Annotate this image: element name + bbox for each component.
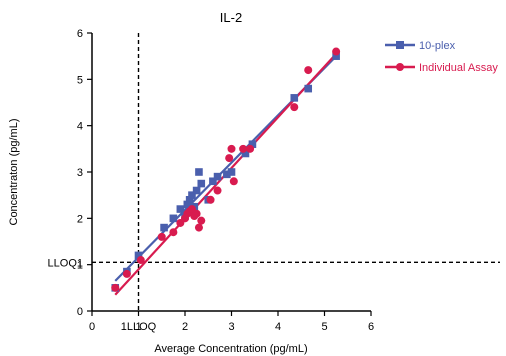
y-tick-label: 4 [77, 121, 83, 133]
data-point-circle [290, 103, 299, 112]
data-point-square [185, 196, 194, 204]
data-point-square [160, 223, 168, 232]
y-tick-label: 1 [77, 260, 83, 272]
data-point-square [304, 84, 313, 93]
data-point-square [213, 172, 222, 181]
data-point-circle [192, 209, 201, 218]
x-tick-label: 4 [275, 321, 281, 333]
lloq-vertical-label: 1LLOQ [121, 321, 157, 333]
data-point-circle [122, 269, 131, 278]
y-tick-label: 0 [77, 306, 83, 318]
plot-area: 0 1 2 3 4 5 6 0 1 2 3 4 5 6 1LLOQ LLOQ1 [48, 28, 500, 333]
data-point-square [195, 168, 203, 176]
data-point-square [183, 200, 192, 209]
data-points [111, 47, 341, 292]
y-tick-label: 3 [77, 167, 83, 179]
data-point-square [192, 186, 201, 195]
x-tick-label: 3 [228, 321, 234, 333]
lloq-horizontal-label: LLOQ1 [48, 257, 83, 269]
data-point-circle [304, 66, 313, 75]
data-point-circle [239, 144, 248, 153]
data-point-circle [227, 144, 236, 153]
data-point-circle [194, 223, 203, 232]
y-tick-label: 2 [77, 213, 83, 225]
legend-swatch-square [396, 41, 404, 49]
legend: 10-plex Individual Assay [385, 40, 498, 74]
data-point-circle [225, 154, 234, 163]
x-tick-label: 2 [182, 321, 188, 333]
y-tick-label: 6 [77, 28, 83, 40]
legend-label: 10-plex [419, 40, 456, 52]
data-point-circle [157, 232, 166, 241]
data-point-square [332, 52, 340, 60]
x-axis-label: Average Concentration (pg/mL) [154, 343, 307, 355]
data-point-square [290, 94, 299, 102]
y-ticks: 0 1 2 3 4 5 6 [77, 28, 92, 318]
legend-label: Individual Assay [419, 62, 498, 74]
data-point-square [209, 177, 217, 186]
data-point-circle [213, 186, 222, 195]
data-point-square [223, 170, 231, 179]
data-point-square [188, 191, 196, 199]
data-point-circle [136, 256, 145, 265]
data-point-circle [206, 195, 215, 204]
data-point-square [248, 140, 257, 148]
y-tick-label: 5 [77, 74, 83, 86]
data-point-square [227, 168, 236, 176]
data-point-square [169, 214, 178, 223]
data-point-square [241, 149, 250, 158]
data-point-circle [246, 144, 255, 153]
reference-lines: 1LLOQ LLOQ1 [48, 33, 500, 333]
x-ticks: 0 1 2 3 4 5 6 [89, 311, 374, 333]
chart-title: IL-2 [220, 10, 242, 25]
data-point-square [197, 179, 206, 188]
data-point-circle [229, 177, 238, 186]
data-point-circle [197, 216, 206, 225]
data-point-circle [169, 228, 178, 237]
data-point-square [134, 251, 143, 260]
x-tick-label: 5 [321, 321, 327, 333]
x-tick-label: 6 [368, 321, 374, 333]
x-tick-label: 1 [135, 321, 141, 333]
data-point-circle [111, 283, 120, 292]
data-point-circle [332, 47, 341, 56]
legend-swatch-circle [396, 63, 404, 71]
y-axis-label: Concentraton (pg/mL) [8, 119, 20, 226]
x-tick-label: 0 [89, 321, 95, 333]
data-point-square [176, 205, 185, 213]
